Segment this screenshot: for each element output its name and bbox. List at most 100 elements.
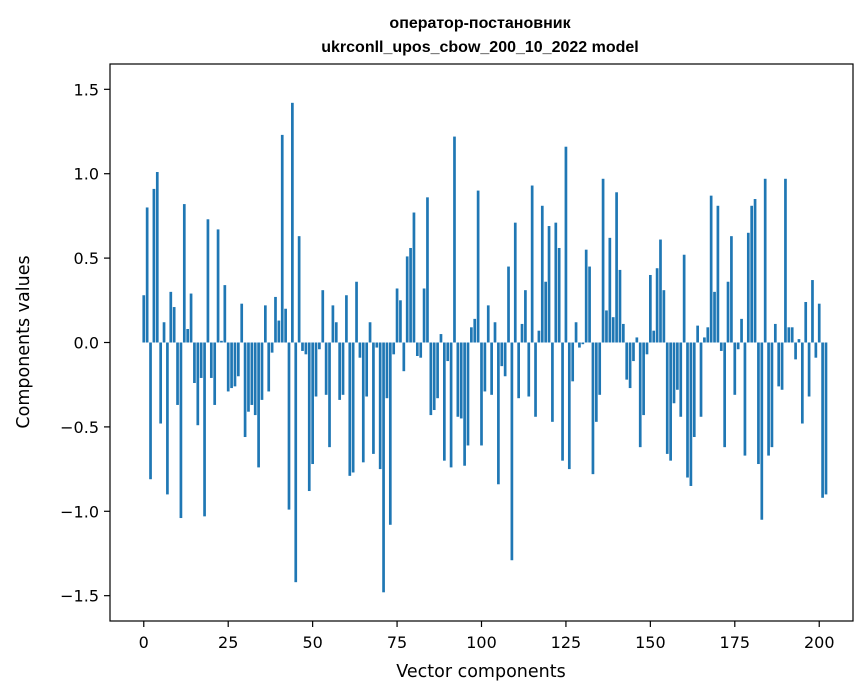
bar [247, 342, 250, 412]
bar [321, 290, 325, 343]
bar-series [142, 102, 828, 593]
bar [574, 322, 578, 343]
bar [476, 190, 480, 343]
x-axis-ticks: 0 25 50 75 100 125 150 175 200 [139, 621, 835, 652]
bar [358, 342, 362, 358]
bar [760, 342, 764, 520]
bar [692, 342, 696, 438]
bar [446, 342, 450, 362]
bar [388, 342, 392, 525]
bar [226, 342, 230, 392]
bar [662, 290, 666, 343]
bar [493, 322, 497, 343]
bar [804, 301, 808, 343]
y-tick-label: −1.0 [60, 502, 99, 521]
bar [790, 327, 794, 343]
chart-title: оператор-постановник [389, 15, 571, 32]
bar [236, 342, 240, 377]
bar [713, 291, 716, 343]
bar [483, 342, 487, 392]
bar [510, 342, 514, 561]
bar [561, 342, 564, 461]
bar [230, 342, 233, 389]
bar [297, 236, 301, 343]
bar [740, 318, 743, 343]
bar [709, 195, 713, 343]
bar [209, 342, 213, 378]
bar [676, 342, 679, 390]
bar [463, 342, 466, 466]
bar [530, 185, 534, 343]
bar [611, 317, 615, 343]
bar [142, 295, 146, 343]
bar [551, 342, 554, 422]
bar [284, 308, 287, 343]
bar [368, 322, 372, 343]
bar [470, 327, 473, 343]
bar [534, 342, 537, 417]
bar [152, 188, 156, 343]
bar [699, 342, 703, 417]
bar [635, 337, 639, 343]
x-tick-label: 25 [218, 633, 238, 652]
bar [750, 205, 754, 343]
bar [591, 342, 595, 475]
bar [399, 300, 402, 343]
bar [757, 342, 760, 465]
y-tick-label: 1.5 [74, 80, 99, 99]
bar [736, 342, 740, 350]
x-tick-label: 175 [720, 633, 751, 652]
bar [632, 342, 635, 362]
bar [432, 342, 436, 411]
bar [601, 178, 605, 343]
bar [753, 199, 757, 343]
bar [800, 342, 804, 424]
x-tick-label: 150 [635, 633, 666, 652]
bar [770, 342, 774, 448]
bar [821, 342, 824, 498]
x-axis-label: Vector components [396, 662, 565, 682]
bar [716, 205, 720, 343]
bar [615, 192, 618, 343]
bar [621, 323, 625, 343]
bar [307, 342, 311, 492]
bar [334, 322, 338, 343]
bar [318, 342, 321, 350]
bar [817, 303, 821, 343]
y-tick-label: −1.5 [60, 587, 99, 606]
bar [547, 226, 551, 343]
bar [274, 296, 277, 343]
bar [453, 136, 456, 343]
bar [409, 247, 412, 343]
bar [280, 134, 284, 343]
bar [179, 342, 183, 519]
bar [669, 342, 672, 461]
bar [507, 266, 510, 343]
bar [544, 281, 548, 343]
bar [679, 342, 683, 417]
bar [162, 322, 166, 343]
bar [652, 330, 656, 343]
bar [311, 342, 314, 465]
bar [186, 329, 190, 343]
bar [784, 178, 787, 343]
bar [341, 342, 345, 395]
bar [584, 249, 588, 343]
bar [655, 268, 659, 343]
bar [811, 280, 814, 343]
bar [196, 342, 200, 426]
x-tick-label: 50 [302, 633, 322, 652]
chart-subtitle: ukrconll_upos_cbow_200_10_2022 model [321, 39, 638, 56]
bar [213, 342, 217, 405]
bar [638, 342, 642, 448]
bar [382, 342, 385, 593]
bar [372, 342, 375, 454]
bar [294, 342, 298, 583]
bar [787, 327, 791, 343]
bar [419, 342, 423, 358]
bar [703, 337, 706, 343]
bar [517, 342, 520, 399]
bar [378, 342, 382, 470]
bar [206, 219, 210, 343]
